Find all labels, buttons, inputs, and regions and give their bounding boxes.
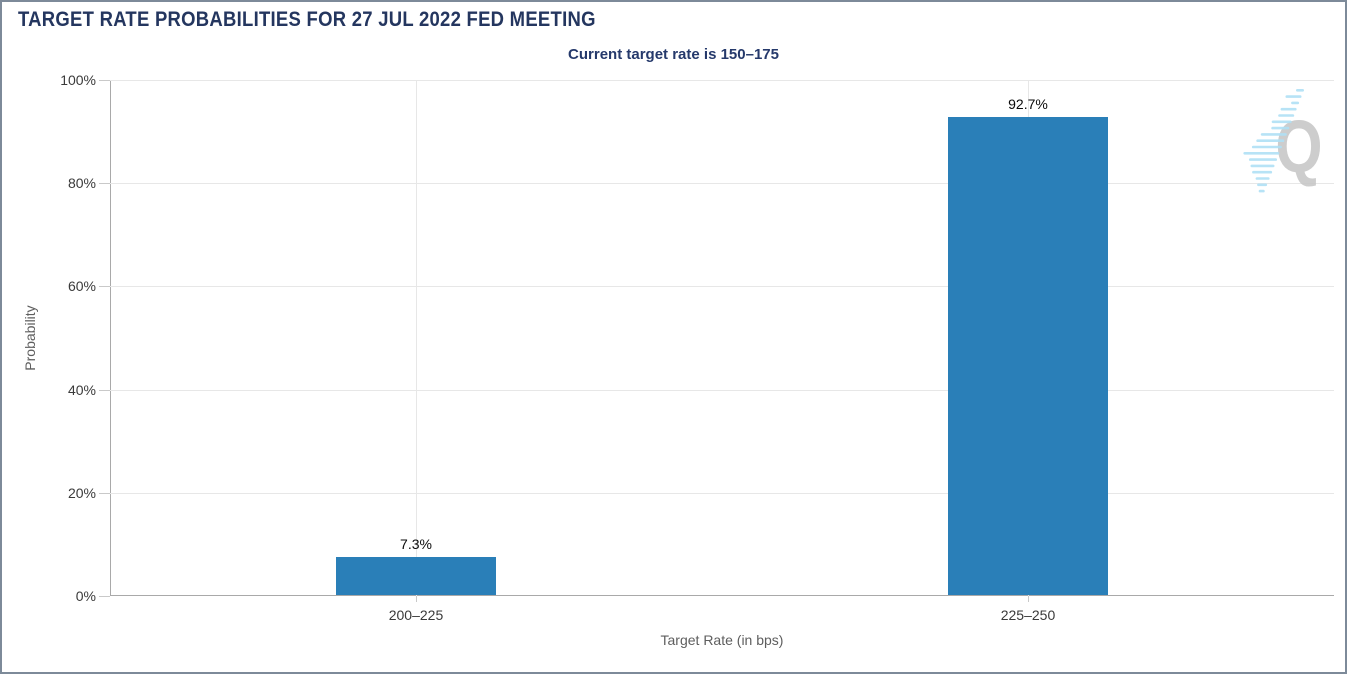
y-gridline [110,390,1334,391]
x-tick [416,596,417,602]
y-tick-label: 100% [60,72,96,88]
y-tick [99,390,110,391]
bar-value-label: 92.7% [1008,96,1048,112]
y-tick [99,596,110,597]
x-axis-line [110,595,1334,596]
y-tick [99,286,110,287]
chart-subtitle: Current target rate is 150–175 [568,46,779,63]
svg-text:Q: Q [1275,106,1322,188]
y-axis-title: Probability [22,305,38,371]
y-tick-label: 0% [75,588,96,604]
quikstrike-watermark-icon: Q [1243,89,1323,193]
y-axis-line [110,80,111,596]
y-tick [99,183,110,184]
x-gridline [416,80,417,596]
y-gridline [110,493,1334,494]
x-category-label: 200–225 [388,607,444,623]
y-tick-label: 40% [67,382,96,398]
y-tick [99,493,110,494]
bar[interactable] [948,117,1108,595]
chart-title: TARGET RATE PROBABILITIES FOR 27 JUL 202… [18,8,596,31]
y-gridline [110,183,1334,184]
y-gridline [110,80,1334,81]
y-tick-label: 20% [67,485,96,501]
bar-value-label: 7.3% [400,536,432,552]
y-gridline [110,286,1334,287]
plot-area: 0% 20% 40% 60% 80% 100% 200–225 7.3% 225–250 92.7… [60,72,1334,623]
x-tick [1028,596,1029,602]
y-tick-label: 60% [67,278,96,294]
bar[interactable] [336,557,496,595]
x-category-label: 225–250 [1000,607,1056,623]
y-tick [99,80,110,81]
x-axis-title: Target Rate (in bps) [660,632,784,648]
y-tick-label: 80% [67,175,96,191]
